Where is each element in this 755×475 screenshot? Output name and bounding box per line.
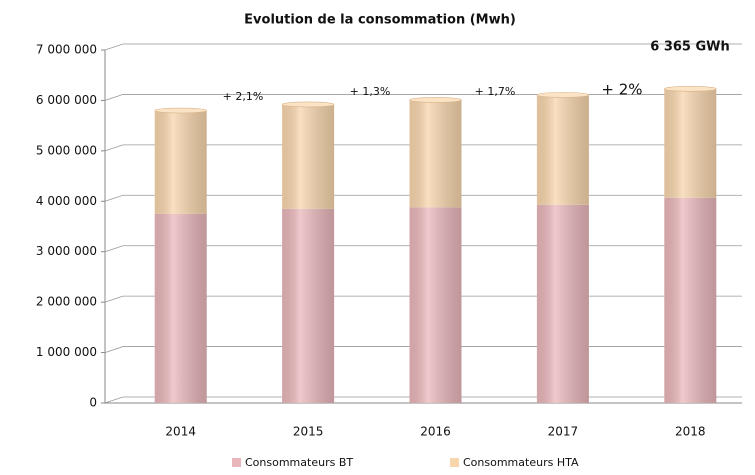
- bar-shade: [664, 197, 717, 403]
- annotation: + 2%: [601, 81, 642, 99]
- bar-top: [154, 107, 207, 114]
- annotation: + 1,3%: [350, 85, 391, 98]
- y-tick-label: 1 000 000: [36, 345, 97, 359]
- grid-line: [104, 43, 742, 51]
- bar-shade: [282, 208, 335, 403]
- x-tick-label: 2015: [293, 425, 324, 439]
- y-tick-label: 4 000 000: [36, 194, 97, 208]
- bar-top: [281, 101, 335, 108]
- bar-shade: [409, 99, 462, 208]
- y-tick-label: 7 000 000: [36, 43, 97, 57]
- grid-line: [104, 94, 742, 101]
- grid-line: [104, 245, 742, 253]
- bar-shade: [154, 110, 207, 214]
- legend-swatch: [450, 458, 459, 467]
- annotation: 6 365 GWh: [650, 40, 730, 55]
- bar-top: [663, 86, 717, 92]
- legend-label: Consommateurs BT: [245, 456, 353, 469]
- bar-shade: [536, 94, 589, 205]
- x-tick-label: 2017: [548, 425, 579, 439]
- grid-line: [104, 396, 742, 404]
- grid-line: [104, 295, 742, 303]
- bar-shade: [409, 207, 462, 403]
- chart-title: Evolution de la consommation (Mwh): [244, 13, 516, 28]
- y-tick-label: 2 000 000: [36, 295, 97, 309]
- grid-line: [104, 346, 742, 353]
- bar-top: [536, 92, 590, 98]
- bar-shade: [664, 88, 717, 198]
- y-tick-label: 3 000 000: [36, 244, 97, 258]
- bar-shade: [536, 204, 589, 403]
- bar-shade: [154, 213, 207, 403]
- annotation: + 1,7%: [475, 85, 516, 98]
- y-tick-label: 5 000 000: [36, 143, 97, 157]
- bar-top: [409, 97, 462, 103]
- legend-swatch: [232, 458, 241, 467]
- grid-line: [104, 144, 742, 152]
- annotation: + 2,1%: [223, 90, 264, 103]
- x-tick-label: 2014: [165, 425, 196, 439]
- bar-shade: [282, 104, 335, 209]
- y-tick-label: 6 000 000: [36, 93, 97, 107]
- x-tick-label: 2018: [675, 425, 706, 439]
- y-tick-label: 0: [89, 396, 97, 410]
- x-tick-label: 2016: [420, 425, 451, 439]
- grid-line: [104, 194, 742, 202]
- legend-label: Consommateurs HTA: [463, 456, 579, 469]
